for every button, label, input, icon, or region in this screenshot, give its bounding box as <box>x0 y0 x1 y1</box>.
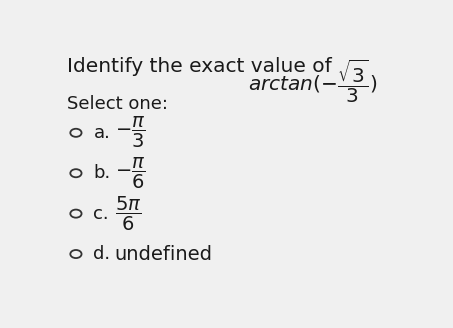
Text: undefined: undefined <box>115 245 212 263</box>
Text: Identify the exact value of: Identify the exact value of <box>67 57 338 76</box>
Text: a.: a. <box>93 124 111 142</box>
Text: c.: c. <box>93 205 109 223</box>
Text: $\mathit{arctan}(-\dfrac{\sqrt{3}}{3})$: $\mathit{arctan}(-\dfrac{\sqrt{3}}{3})$ <box>248 57 377 105</box>
Text: Select one:: Select one: <box>67 95 168 113</box>
Text: d.: d. <box>93 245 111 263</box>
Text: $\dfrac{5\pi}{6}$: $\dfrac{5\pi}{6}$ <box>115 195 141 233</box>
Text: $-\dfrac{\pi}{6}$: $-\dfrac{\pi}{6}$ <box>115 156 145 191</box>
Text: b.: b. <box>93 164 111 182</box>
Text: $-\dfrac{\pi}{3}$: $-\dfrac{\pi}{3}$ <box>115 115 145 150</box>
